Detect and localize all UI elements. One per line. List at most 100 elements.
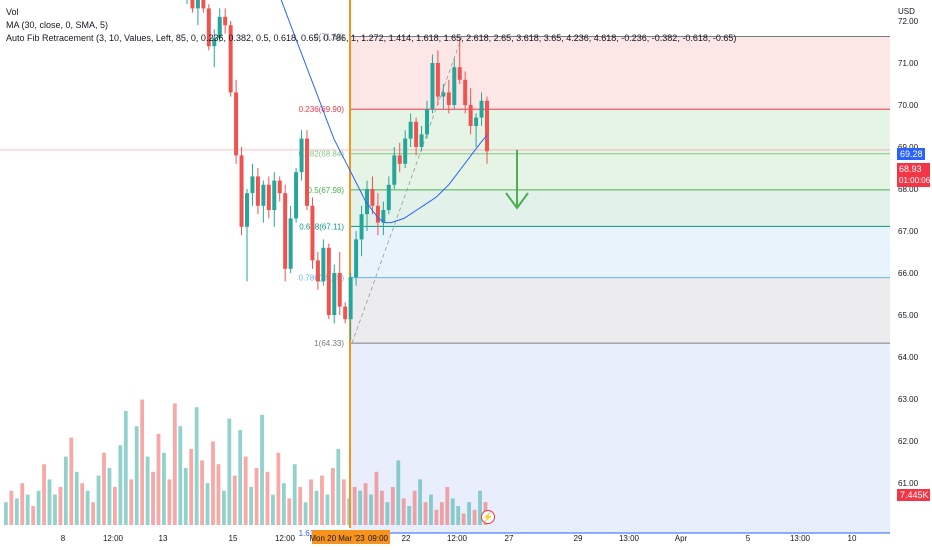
candle-body xyxy=(479,100,484,118)
y-tick-label: 65.00 xyxy=(898,311,919,320)
volume-bar xyxy=(330,468,335,525)
y-tick-label: 71.00 xyxy=(898,59,919,68)
volume-bar xyxy=(107,468,112,525)
candle-body xyxy=(446,92,451,105)
volume-bar xyxy=(281,483,286,525)
candle-body xyxy=(414,121,419,147)
volume-bar xyxy=(385,502,390,525)
volume-bar xyxy=(341,479,346,525)
volume-bar xyxy=(238,430,243,525)
fib-label-0.618: 0.618(67.11) xyxy=(299,222,344,231)
x-tick-label: 12:00 xyxy=(447,534,468,543)
y-tick-label: 63.00 xyxy=(898,395,919,404)
currency-label: USD xyxy=(898,7,915,16)
legend-volume[interactable]: Vol xyxy=(6,7,19,17)
volume-bar xyxy=(472,509,477,525)
volume-bar xyxy=(178,426,183,525)
volume-bar xyxy=(358,490,363,525)
volume-bar xyxy=(216,464,221,525)
candle-body xyxy=(375,205,380,223)
volume-bar xyxy=(439,502,444,525)
candle-body xyxy=(201,0,206,9)
volume-bar xyxy=(407,506,412,525)
volume-bar xyxy=(412,490,417,525)
volume-bar xyxy=(401,498,406,525)
volume-bar xyxy=(58,487,63,525)
last-price: 68.93 xyxy=(899,164,922,174)
x-tick-label: 13:00 xyxy=(619,534,640,543)
candle-body xyxy=(305,138,309,206)
candle-body xyxy=(310,205,315,261)
x-tick-label: 29 xyxy=(574,534,583,543)
y-tick-label: 62.00 xyxy=(898,437,919,446)
indicator-legend: Vol MA (30, close, 0, SMA, 5) Auto Fib R… xyxy=(6,6,736,45)
volume-bar xyxy=(53,494,57,525)
volume-bar xyxy=(20,483,25,525)
fib-label-0.5: 0.5(67.98) xyxy=(308,186,345,195)
y-tick-label: 69.00 xyxy=(898,143,919,152)
candle-body xyxy=(277,180,282,194)
volume-bar xyxy=(292,464,297,525)
candle-body xyxy=(463,79,468,105)
x-tick-label: 12:00 xyxy=(275,534,296,543)
fib-zone-1 xyxy=(350,343,890,533)
y-tick-label: 72.00 xyxy=(898,17,919,26)
volume-bar xyxy=(221,490,226,525)
y-tick-label: 68.00 xyxy=(898,185,919,194)
volume-bar xyxy=(145,456,150,525)
x-tick-label: 10 xyxy=(848,534,857,543)
volume-bar xyxy=(303,502,308,525)
candle-body xyxy=(326,247,331,315)
candle-body xyxy=(299,138,304,173)
volume-bar xyxy=(134,426,139,525)
volume-bar xyxy=(265,471,270,525)
volume-bar xyxy=(42,464,46,525)
fib-trendline xyxy=(351,36,463,344)
candle-body xyxy=(485,100,489,152)
volume-bar xyxy=(4,502,8,525)
candle-body xyxy=(250,176,255,194)
volume-bar xyxy=(167,479,172,525)
volume-bar xyxy=(243,456,248,525)
x-tick-label: 13:00 xyxy=(790,534,811,543)
volume-bar xyxy=(80,483,85,525)
volume-bar xyxy=(396,460,401,525)
volume-bar xyxy=(380,490,384,525)
lightning-icon[interactable]: ⚡ xyxy=(481,510,495,524)
candle-body xyxy=(457,67,462,80)
candle-body xyxy=(234,92,239,156)
volume-bar xyxy=(276,452,281,525)
volume-bar xyxy=(9,490,14,525)
volume-bar xyxy=(287,498,292,525)
legend-fib[interactable]: Auto Fib Retracement (3, 10, Values, Lef… xyxy=(6,33,737,43)
volume-bar xyxy=(461,513,466,525)
volume-bar xyxy=(232,475,237,525)
candle-body xyxy=(315,260,320,282)
volume-bar xyxy=(423,502,428,525)
y-tick-label: 66.00 xyxy=(898,269,919,278)
volume-bar xyxy=(434,509,439,525)
candle-body xyxy=(294,172,299,219)
volume-bar xyxy=(249,487,254,525)
candle-body xyxy=(343,306,348,320)
y-tick-label: 61.00 xyxy=(898,479,919,488)
fib-zone-0.786 xyxy=(350,277,890,344)
volume-bar xyxy=(445,487,450,525)
candle-body xyxy=(474,117,479,126)
volume-bar xyxy=(85,490,90,525)
volume-bar xyxy=(467,502,472,525)
candle-body xyxy=(245,193,249,227)
legend-ma[interactable]: MA (30, close, 0, SMA, 5) xyxy=(6,20,109,30)
candle-body xyxy=(425,109,429,135)
volume-bar xyxy=(352,487,357,525)
volume-bar xyxy=(183,468,188,525)
volume-bar xyxy=(91,502,96,525)
candle-body xyxy=(321,247,326,282)
volume-bar xyxy=(172,403,177,525)
candle-body xyxy=(206,8,211,47)
volume-bar xyxy=(200,460,204,525)
volume-bar xyxy=(211,441,215,525)
volume-bar xyxy=(309,479,313,525)
